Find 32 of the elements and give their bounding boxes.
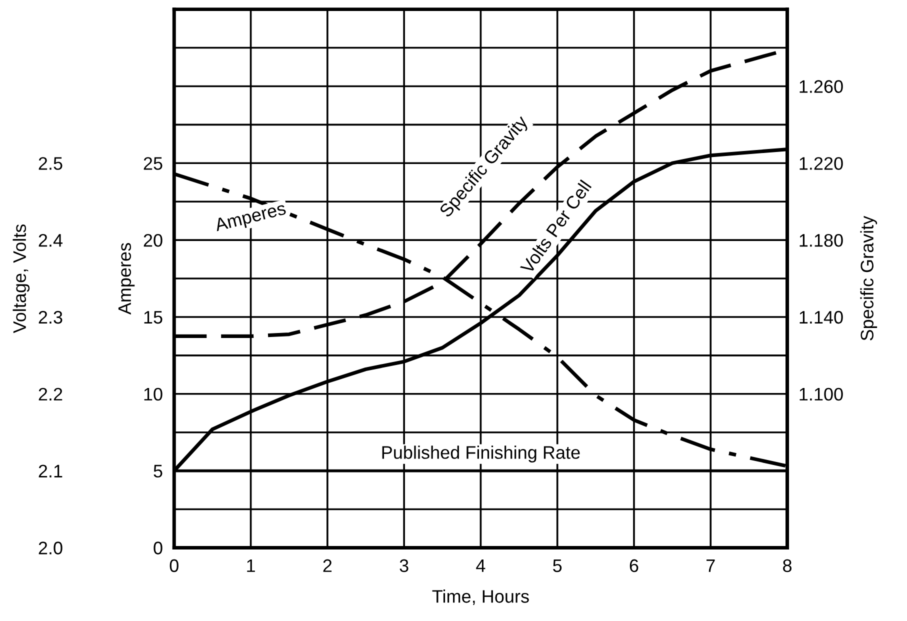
y-tick-label: 10 <box>144 388 162 401</box>
x-tick-label: 7 <box>706 559 715 572</box>
text: Amperes <box>214 202 288 235</box>
x-tick-label: 1 <box>247 559 255 572</box>
ref-line-label: Published Finishing Rate <box>382 446 580 462</box>
y-tick-label: 20 <box>144 234 162 247</box>
y-tick-label: 5 <box>154 464 162 478</box>
x-tick-label: 0 <box>170 559 178 572</box>
y3-tick-label: 2.2 <box>38 388 62 400</box>
y3-tick-label: 2.5 <box>38 157 62 170</box>
y2-tick-label: 1.100 <box>800 388 843 401</box>
x-axis-title: Time, Hours <box>432 590 529 605</box>
y3-tick-label: 2.0 <box>38 542 62 554</box>
x-tick-label: 3 <box>400 559 408 572</box>
y3-axis-title: Voltage, Volts <box>12 224 30 334</box>
x-tick-label: 6 <box>630 559 638 572</box>
y2-axis-title: Specific Gravity <box>860 216 878 340</box>
y-tick-label: 0 <box>154 542 162 554</box>
y-axis-title: Amperes <box>118 243 135 315</box>
y3-tick-label: 2.3 <box>38 310 62 324</box>
x-tick-label: 2 <box>323 559 332 572</box>
x-tick-label: 4 <box>476 559 486 572</box>
y3-tick-label: 2.1 <box>38 464 62 478</box>
y-tick-label: 15 <box>144 311 162 324</box>
x-tick-label: 5 <box>553 559 562 572</box>
y2-tick-label: 1.140 <box>800 310 843 324</box>
y-tick-label: 25 <box>144 157 162 170</box>
y3-tick-label: 2.4 <box>38 234 63 247</box>
y2-tick-label: 1.220 <box>800 157 843 170</box>
y2-tick-label: 1.180 <box>800 234 843 247</box>
x-tick-label: 8 <box>783 559 792 572</box>
y2-tick-label: 1.260 <box>800 80 843 93</box>
